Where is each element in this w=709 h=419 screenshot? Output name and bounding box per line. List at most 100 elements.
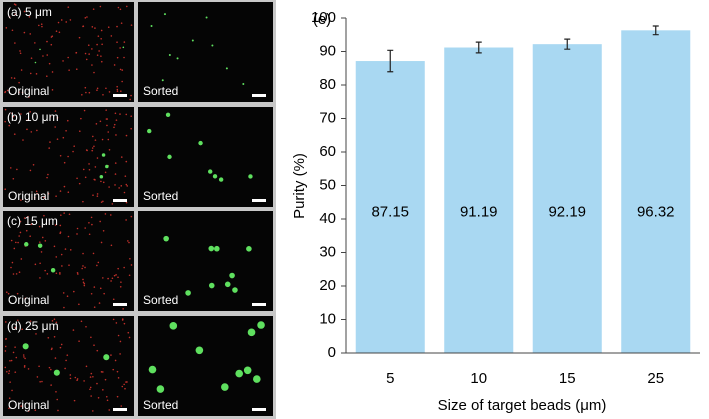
- red-bead: [27, 215, 29, 218]
- scale-bar: [252, 408, 266, 411]
- red-bead: [4, 120, 6, 123]
- red-bead: [96, 195, 99, 197]
- red-bead: [69, 19, 72, 21]
- red-bead: [119, 113, 121, 115]
- red-bead: [83, 380, 85, 382]
- red-bead: [29, 111, 31, 113]
- red-bead: [106, 118, 108, 120]
- red-bead: [47, 173, 49, 176]
- red-bead: [48, 147, 51, 149]
- red-bead: [63, 306, 65, 309]
- red-bead: [130, 215, 133, 218]
- red-bead: [125, 183, 128, 186]
- green-bead: [224, 281, 231, 288]
- red-bead: [23, 217, 26, 219]
- x-tick-label: 5: [386, 370, 394, 387]
- green-bead: [248, 174, 253, 179]
- red-bead: [101, 138, 104, 141]
- red-bead: [84, 52, 87, 55]
- red-bead: [47, 337, 50, 339]
- green-bead: [53, 369, 60, 376]
- red-bead: [105, 109, 107, 111]
- green-bead: [253, 375, 261, 383]
- red-bead: [16, 168, 18, 171]
- red-bead: [11, 29, 14, 32]
- green-bead: [150, 24, 153, 27]
- red-bead: [108, 409, 111, 411]
- red-bead: [98, 302, 101, 304]
- red-bead: [96, 89, 98, 92]
- red-bead: [100, 371, 103, 373]
- red-bead: [67, 235, 70, 238]
- red-bead: [93, 286, 96, 288]
- green-bead: [37, 243, 43, 248]
- red-bead: [100, 37, 102, 40]
- red-bead: [82, 265, 84, 267]
- red-bead: [68, 213, 71, 216]
- red-bead: [122, 308, 124, 310]
- red-bead: [110, 35, 113, 37]
- red-bead: [90, 372, 93, 375]
- red-bead: [28, 16, 31, 18]
- red-bead: [35, 333, 37, 335]
- red-bead: [13, 133, 16, 135]
- panel-label: (e): [313, 11, 331, 28]
- red-bead: [39, 241, 41, 243]
- x-tick-label: 25: [647, 370, 664, 387]
- red-bead: [80, 117, 82, 120]
- red-bead: [8, 397, 11, 400]
- red-bead: [78, 303, 80, 306]
- red-bead: [46, 176, 48, 179]
- green-bead: [34, 61, 37, 64]
- red-bead: [27, 410, 30, 412]
- red-bead: [59, 346, 62, 349]
- red-bead: [123, 191, 126, 194]
- red-bead: [34, 263, 37, 266]
- red-bead: [67, 191, 70, 194]
- red-bead: [79, 130, 81, 133]
- red-bead: [94, 27, 96, 29]
- red-bead: [76, 379, 78, 381]
- red-bead: [88, 163, 90, 165]
- red-bead: [46, 40, 48, 43]
- green-bead: [257, 321, 265, 329]
- green-bead: [221, 383, 229, 391]
- red-bead: [59, 154, 62, 157]
- value-label: 92.19: [548, 203, 586, 220]
- red-bead: [66, 354, 69, 356]
- scale-bar: [113, 303, 127, 306]
- red-bead: [14, 326, 17, 329]
- red-bead: [110, 354, 112, 356]
- red-bead: [54, 224, 57, 226]
- green-bead: [148, 365, 157, 374]
- red-bead: [39, 380, 41, 383]
- value-label: 96.32: [637, 203, 675, 220]
- red-bead: [100, 60, 103, 63]
- red-bead: [90, 292, 93, 295]
- red-bead: [67, 56, 69, 59]
- red-bead: [53, 318, 56, 320]
- red-bead: [63, 161, 66, 164]
- red-bead: [108, 148, 111, 151]
- red-bead: [98, 50, 100, 52]
- red-bead: [85, 91, 87, 94]
- red-bead: [25, 229, 28, 232]
- red-bead: [69, 249, 72, 251]
- red-bead: [84, 227, 86, 229]
- red-bead: [69, 377, 72, 380]
- red-bead: [65, 129, 67, 132]
- red-bead: [8, 16, 11, 18]
- red-bead: [60, 253, 63, 256]
- red-bead: [47, 192, 50, 195]
- y-tick-label: 30: [319, 243, 336, 260]
- red-bead: [14, 4, 17, 6]
- red-bead: [5, 337, 7, 340]
- red-bead: [72, 329, 75, 331]
- micrograph: [3, 211, 134, 311]
- red-bead: [125, 201, 128, 204]
- red-bead: [127, 331, 130, 334]
- green-bead: [208, 169, 213, 174]
- scale-bar: [113, 94, 127, 97]
- red-bead: [121, 80, 123, 83]
